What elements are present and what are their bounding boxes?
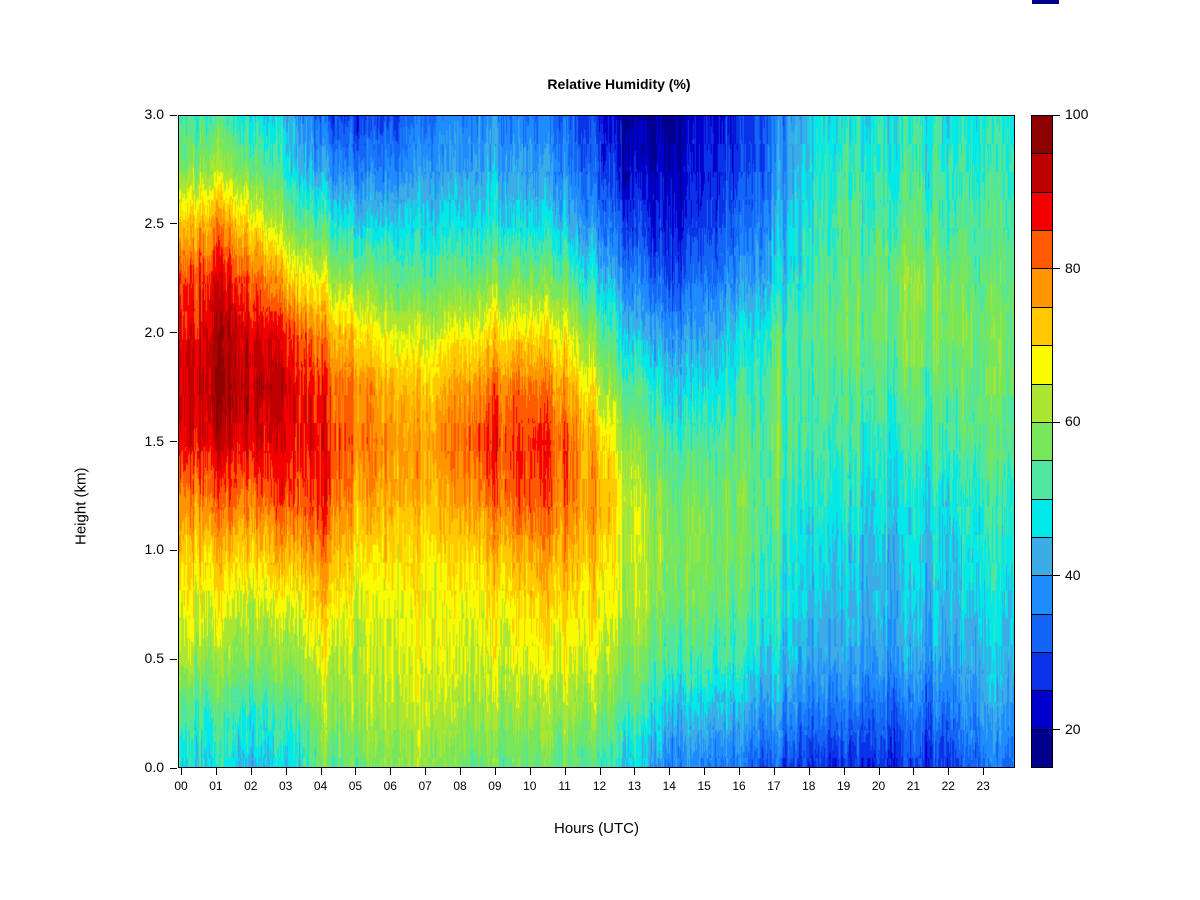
y-tick-mark — [170, 332, 177, 334]
y-tick-label: 3.0 — [144, 106, 164, 122]
x-tick-mark — [355, 768, 357, 775]
x-tick-label: 18 — [802, 779, 816, 793]
y-tick-mark — [170, 767, 177, 769]
x-tick-label: 11 — [558, 779, 571, 793]
chart-title: Relative Humidity (%) — [547, 76, 691, 92]
colorbar-tick-mark — [1052, 268, 1060, 270]
x-tick-label: 03 — [278, 779, 293, 793]
x-tick-label: 19 — [836, 779, 851, 793]
x-tick-mark — [320, 768, 322, 775]
x-tick-label: 22 — [941, 779, 955, 793]
y-tick-mark — [170, 223, 177, 225]
x-tick-label: 23 — [976, 779, 990, 793]
x-tick-label: 09 — [488, 779, 502, 793]
colorbar-tick-label: 60 — [1065, 413, 1081, 430]
colorbar-segment — [1032, 268, 1052, 307]
x-tick-mark — [460, 768, 461, 775]
x-tick-mark — [181, 768, 182, 775]
colorbar-segment — [1032, 575, 1052, 614]
x-tick-label: 05 — [348, 779, 363, 793]
x-tick-mark — [599, 768, 601, 775]
x-tick-mark — [564, 768, 566, 775]
colorbar-segment — [1032, 613, 1052, 653]
heatmap-canvas — [179, 116, 1014, 767]
y-tick-mark — [170, 658, 177, 660]
x-tick-label: 20 — [871, 779, 886, 793]
x-tick-label: 13 — [627, 779, 642, 793]
x-tick-mark — [913, 768, 915, 775]
x-tick-mark — [250, 768, 252, 775]
x-tick-label: 10 — [523, 779, 537, 793]
colorbar-segment — [1032, 690, 1052, 729]
colorbar-segment — [1032, 728, 1052, 768]
x-tick-mark — [739, 768, 740, 775]
window-edge-artifact — [1032, 0, 1059, 4]
colorbar-segment — [1032, 116, 1052, 154]
x-tick-label: 17 — [767, 779, 781, 793]
x-tick-mark — [948, 768, 950, 775]
x-tick-mark — [494, 768, 496, 775]
colorbar-segment — [1032, 230, 1052, 269]
colorbar-segment — [1032, 306, 1052, 346]
colorbar-tick-label: 40 — [1065, 566, 1081, 583]
x-tick-label: 00 — [174, 779, 188, 793]
y-tick-label: 2.5 — [144, 214, 164, 231]
colorbar-segment — [1032, 153, 1052, 192]
colorbar-tick-mark — [1052, 575, 1060, 577]
colorbar-segment — [1032, 191, 1052, 231]
colorbar-segment — [1032, 421, 1052, 461]
plot-area — [178, 115, 1015, 768]
colorbar-tick-mark — [1052, 114, 1060, 116]
colorbar-segment — [1032, 383, 1052, 422]
colorbar-segment — [1032, 345, 1052, 384]
x-tick-mark — [285, 768, 287, 775]
x-tick-mark — [634, 768, 636, 775]
colorbar-tick-mark — [1052, 421, 1060, 423]
y-tick-mark — [170, 114, 177, 116]
x-tick-label: 08 — [453, 779, 467, 793]
x-tick-label: 16 — [732, 779, 746, 793]
x-tick-mark — [529, 768, 531, 775]
x-tick-mark — [843, 768, 845, 775]
x-axis-label: Hours (UTC) — [554, 820, 639, 837]
y-tick-mark — [170, 549, 177, 551]
x-tick-mark — [878, 768, 880, 775]
colorbar-segment — [1032, 652, 1052, 691]
y-tick-label: 1.0 — [144, 541, 164, 558]
x-tick-label: 01 — [209, 779, 223, 793]
x-tick-label: 06 — [383, 779, 397, 793]
y-tick-label: 1.5 — [144, 432, 164, 449]
colorbar-tick-label: 20 — [1065, 720, 1081, 737]
y-tick-mark — [170, 441, 177, 442]
x-tick-mark — [215, 768, 217, 775]
colorbar-tick-mark — [1052, 729, 1060, 731]
x-tick-mark — [704, 768, 706, 775]
colorbar-segment — [1032, 460, 1052, 499]
colorbar-tick-label: 100 — [1065, 106, 1089, 122]
x-tick-label: 14 — [662, 779, 676, 793]
x-tick-label: 12 — [592, 779, 607, 793]
x-tick-label: 07 — [418, 779, 432, 793]
colorbar-segment — [1032, 498, 1052, 537]
x-tick-label: 15 — [697, 779, 711, 793]
x-tick-mark — [808, 768, 810, 775]
y-tick-label: 2.0 — [144, 323, 164, 340]
y-tick-label: 0.0 — [144, 759, 164, 775]
x-tick-label: 02 — [244, 779, 258, 793]
x-tick-mark — [773, 768, 775, 775]
colorbar — [1031, 115, 1053, 768]
x-tick-label: 21 — [906, 779, 921, 793]
x-tick-mark — [390, 768, 392, 775]
x-tick-mark — [669, 768, 671, 775]
x-tick-mark — [425, 768, 427, 775]
x-tick-label: 04 — [313, 779, 328, 793]
x-tick-mark — [983, 768, 985, 775]
colorbar-tick-label: 80 — [1065, 259, 1081, 276]
y-tick-label: 0.5 — [144, 650, 164, 667]
colorbar-segment — [1032, 536, 1052, 576]
